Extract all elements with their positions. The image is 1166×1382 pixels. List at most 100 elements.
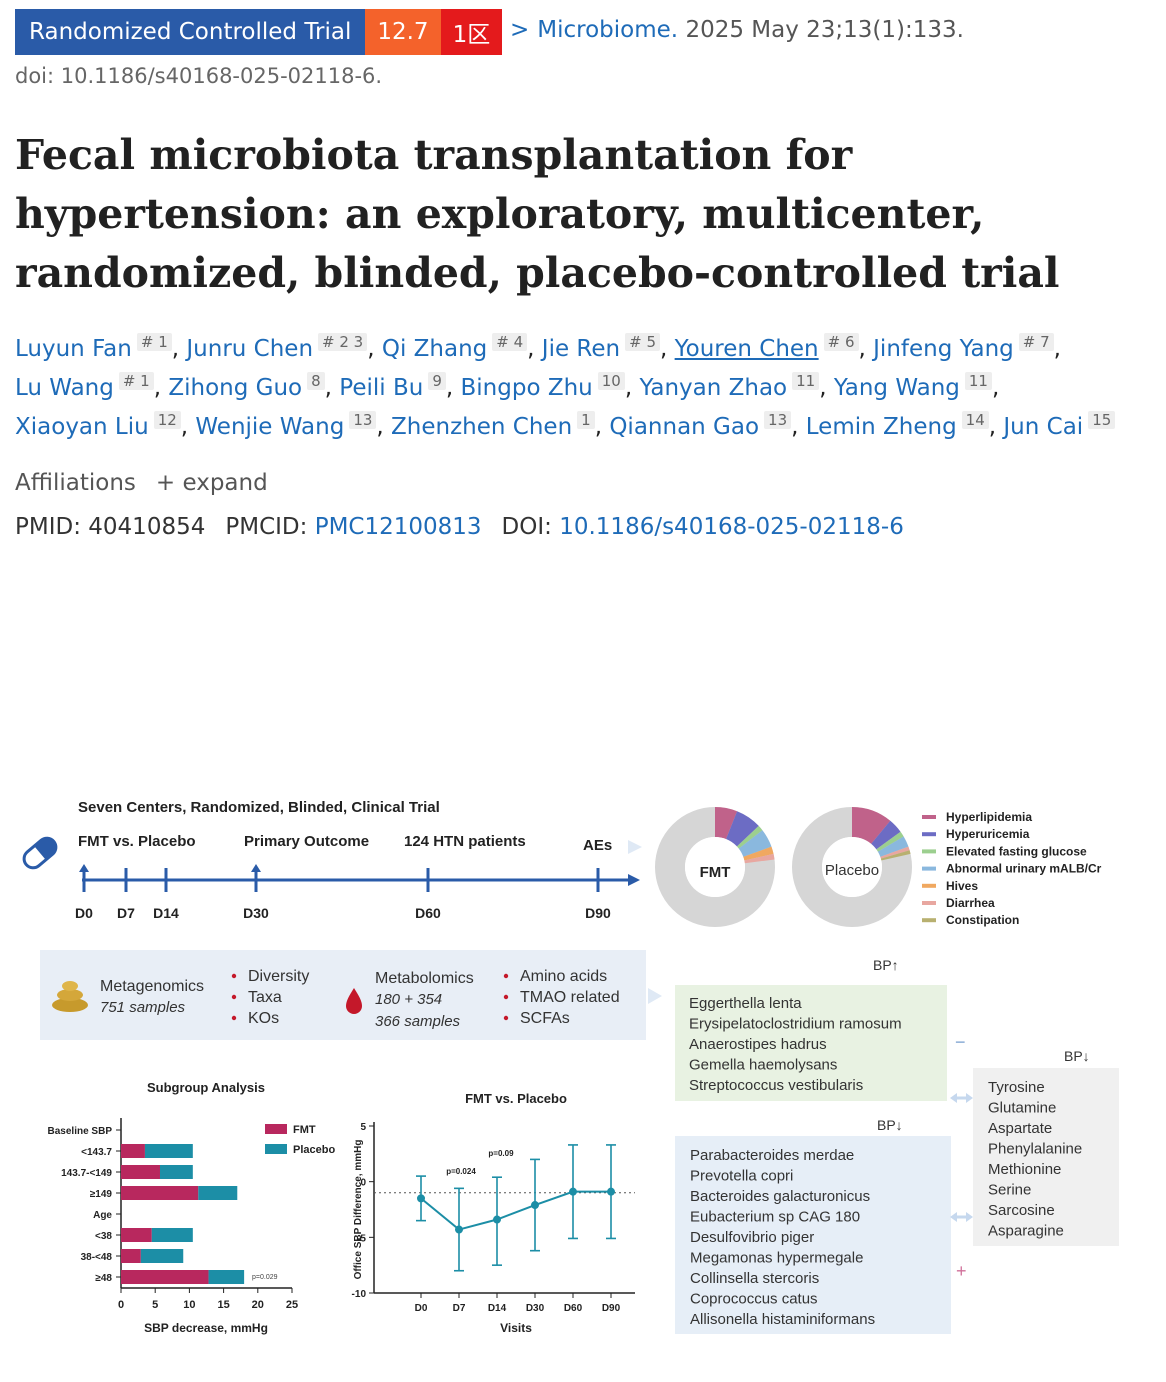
affiliations-label: Affiliations — [15, 470, 136, 496]
article-type-badge[interactable]: Randomized Controlled Trial — [15, 9, 366, 55]
ae-legend-label: Diarrhea — [946, 896, 995, 910]
bar-chart-category-label: ≥48 — [95, 1273, 112, 1284]
ae-legend-swatch — [922, 832, 936, 837]
author-affiliation-ref[interactable]: 1 — [577, 411, 595, 429]
author-link[interactable]: Yanyan Zhao — [639, 375, 788, 401]
author-link[interactable]: Youren Chen — [674, 336, 819, 362]
author-link[interactable]: Jun Cai — [1003, 414, 1084, 440]
series-line — [420, 1190, 611, 1231]
bar-chart-p-value: p=0.029 — [252, 1274, 278, 1281]
author-affiliation-ref[interactable]: 11 — [792, 372, 820, 390]
author-affiliation-ref[interactable]: 13 — [764, 411, 792, 429]
bar-legend-swatch — [265, 1144, 287, 1154]
author-link[interactable]: Xiaoyan Liu — [15, 414, 149, 440]
timeline-day-label: D14 — [153, 905, 179, 921]
affiliations-row: Affiliations + expand — [15, 470, 268, 496]
author-affiliation-ref[interactable]: 15 — [1088, 411, 1116, 429]
timeline-up-arrow — [79, 864, 89, 872]
timeline-label-primary-outcome: Primary Outcome — [244, 833, 369, 850]
citation-text: 2025 May 23;13(1):133. — [685, 17, 964, 43]
bar-chart-category-label: <143.7 — [81, 1147, 112, 1158]
bar-chart-title: Subgroup Analysis — [147, 1080, 265, 1095]
author-link[interactable]: Jie Ren — [541, 336, 621, 362]
timeline-label-aes: AEs — [583, 837, 612, 854]
bar-segment-placebo — [140, 1249, 184, 1263]
bar-chart-x-tick-label: 0 — [118, 1299, 124, 1311]
author-link[interactable]: Zihong Guo — [168, 375, 303, 401]
donut-slice — [852, 807, 891, 844]
author-affiliation-ref[interactable]: # 2 3 — [318, 333, 368, 351]
author-link[interactable]: Zhenzhen Chen — [391, 414, 573, 440]
author-link[interactable]: Bingpo Zhu — [460, 375, 593, 401]
bar-legend-label: FMT — [293, 1124, 316, 1136]
timeline-day-label: D30 — [243, 905, 269, 921]
timeline-arrowhead — [628, 874, 640, 886]
author-affiliation-ref[interactable]: 8 — [307, 372, 325, 390]
author-affiliation-ref[interactable]: # 1 — [136, 333, 172, 351]
ae-legend-swatch — [922, 866, 936, 871]
line-chart-x-tick-label: D60 — [564, 1303, 583, 1314]
line-chart-title: FMT vs. Placebo — [465, 1091, 567, 1106]
pmcid-label: PMCID: — [225, 514, 308, 540]
author-link[interactable]: Junru Chen — [186, 336, 314, 362]
bar-segment-fmt — [121, 1144, 145, 1158]
author-link[interactable]: Lu Wang — [15, 375, 114, 401]
author-link[interactable]: Luyun Fan — [15, 336, 132, 362]
ae-legend-label: Abnormal urinary mALB/Cr — [946, 862, 1102, 876]
omics-item: TMAO related — [520, 989, 620, 1006]
bp-down-metab-label: BP↓ — [1064, 1048, 1090, 1064]
line-chart-y-tick-label: -10 — [352, 1289, 367, 1300]
omics-to-taxa-arrow — [648, 988, 662, 1004]
author-link[interactable]: Peili Bu — [339, 375, 424, 401]
author-affiliation-ref[interactable]: 10 — [597, 372, 625, 390]
list-item: Desulfovibrio piger — [690, 1229, 814, 1246]
line-chart-y-tick-label: 5 — [360, 1122, 366, 1133]
list-item: Phenylalanine — [988, 1141, 1082, 1158]
line-chart-x-label: Visits — [500, 1321, 532, 1335]
donut-slice — [744, 853, 775, 864]
bar-segment-placebo — [144, 1144, 193, 1158]
donut-slice — [715, 807, 738, 840]
bar-segment-fmt — [121, 1249, 141, 1263]
author-affiliation-ref[interactable]: # 1 — [118, 372, 154, 390]
author-affiliation-ref[interactable]: # 6 — [823, 333, 859, 351]
doi-link[interactable]: 10.1186/s40168-025-02118-6 — [559, 514, 904, 540]
ae-legend-label: Constipation — [946, 913, 1019, 927]
expand-affiliations-button[interactable]: + expand — [155, 470, 268, 496]
donut-slice — [880, 846, 910, 859]
bar-segment-placebo — [159, 1165, 193, 1179]
journal-link[interactable]: Microbiome. — [537, 17, 679, 43]
graphical-abstract-svg: Seven Centers, Randomized, Blinded, Clin… — [22, 799, 1119, 1335]
donut-slice — [743, 846, 774, 861]
bar-chart-category-label: <38 — [95, 1231, 112, 1242]
author-affiliation-ref[interactable]: # 4 — [492, 333, 528, 351]
metabolite-box — [973, 1068, 1119, 1246]
author-affiliation-ref[interactable]: # 7 — [1018, 333, 1054, 351]
pmcid-link[interactable]: PMC12100813 — [314, 514, 482, 540]
bar-segment-fmt — [121, 1165, 160, 1179]
author-link[interactable]: Yang Wang — [833, 375, 960, 401]
list-item: Collinsella stercoris — [690, 1270, 819, 1287]
list-item: Parabacteroides merdae — [690, 1147, 854, 1164]
metabolomics-samples-1: 180 + 354 — [375, 991, 442, 1008]
author-affiliation-ref[interactable]: 11 — [964, 372, 992, 390]
author-affiliation-ref[interactable]: # 5 — [625, 333, 660, 351]
author-affiliation-ref[interactable]: 13 — [349, 411, 377, 429]
donut-hole — [822, 837, 882, 897]
author-link[interactable]: Jinfeng Yang — [873, 336, 1014, 362]
line-chart-y-tick-label: 0 — [360, 1178, 366, 1189]
link-arrow-upper — [950, 1093, 973, 1103]
author-link[interactable]: Wenjie Wang — [195, 414, 345, 440]
timeline-day-label: D90 — [585, 905, 611, 921]
bullet-dot — [503, 973, 509, 979]
author-affiliation-ref[interactable]: 12 — [153, 411, 181, 429]
author-link[interactable]: Lemin Zheng — [805, 414, 957, 440]
author-link[interactable]: Qiannan Gao — [609, 414, 760, 440]
chevron-right-icon: > — [510, 17, 530, 43]
data-point — [417, 1194, 425, 1203]
ae-legend-label: Hyperlipidemia — [946, 810, 1032, 824]
author-link[interactable]: Qi Zhang — [381, 336, 488, 362]
author-affiliation-ref[interactable]: 14 — [961, 411, 989, 429]
list-item: Eggerthella lenta — [689, 995, 802, 1012]
author-affiliation-ref[interactable]: 9 — [428, 372, 446, 390]
